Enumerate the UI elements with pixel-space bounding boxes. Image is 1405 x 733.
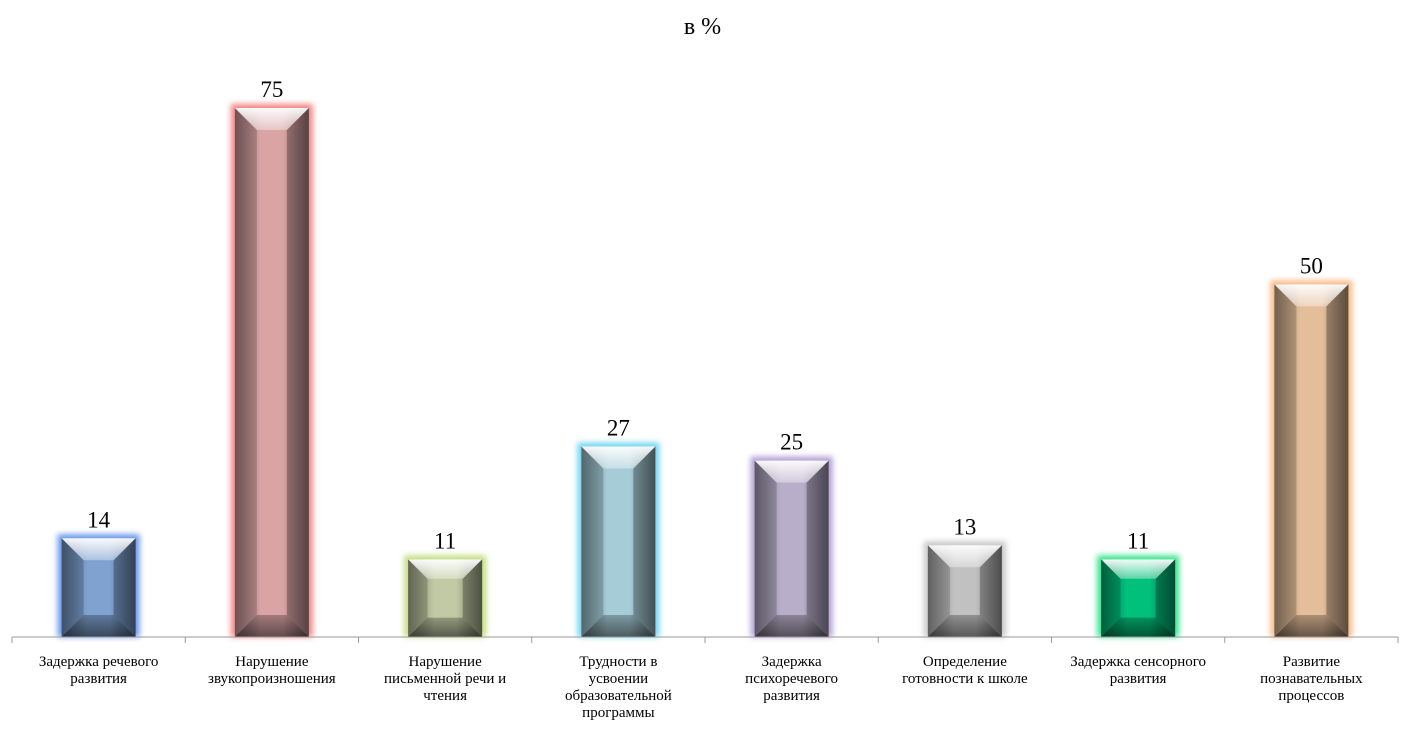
bar <box>1097 555 1180 637</box>
bar <box>57 534 140 637</box>
category-label: Нарушение письменной речи и чтения <box>384 654 506 704</box>
data-label: 25 <box>780 430 803 455</box>
category-label: Определение готовности к школе <box>902 654 1028 687</box>
category-label: Задержка речевого развития <box>39 654 159 687</box>
data-label: 14 <box>87 507 111 532</box>
chart-title: в % <box>683 14 722 40</box>
data-label: 50 <box>1300 253 1323 278</box>
data-label: 13 <box>953 514 976 539</box>
category-label: Развитие познавательных процессов <box>1260 654 1363 704</box>
data-label: 27 <box>607 416 630 441</box>
bar <box>1270 280 1353 637</box>
bar <box>577 442 660 637</box>
bar <box>404 555 487 637</box>
category-label: Трудности в усвоении образовательной програ… <box>565 654 672 721</box>
bar <box>230 104 313 637</box>
category-label: Задержка психоречевого развития <box>745 654 838 704</box>
category-label: Задержка сенсорного развития <box>1070 654 1206 687</box>
data-label: 11 <box>434 528 456 553</box>
data-label: 11 <box>1127 528 1149 553</box>
category-label: Нарушение звукопроизношения <box>208 654 336 687</box>
bar <box>923 541 1006 637</box>
bar <box>750 456 833 637</box>
data-label: 75 <box>260 77 283 102</box>
